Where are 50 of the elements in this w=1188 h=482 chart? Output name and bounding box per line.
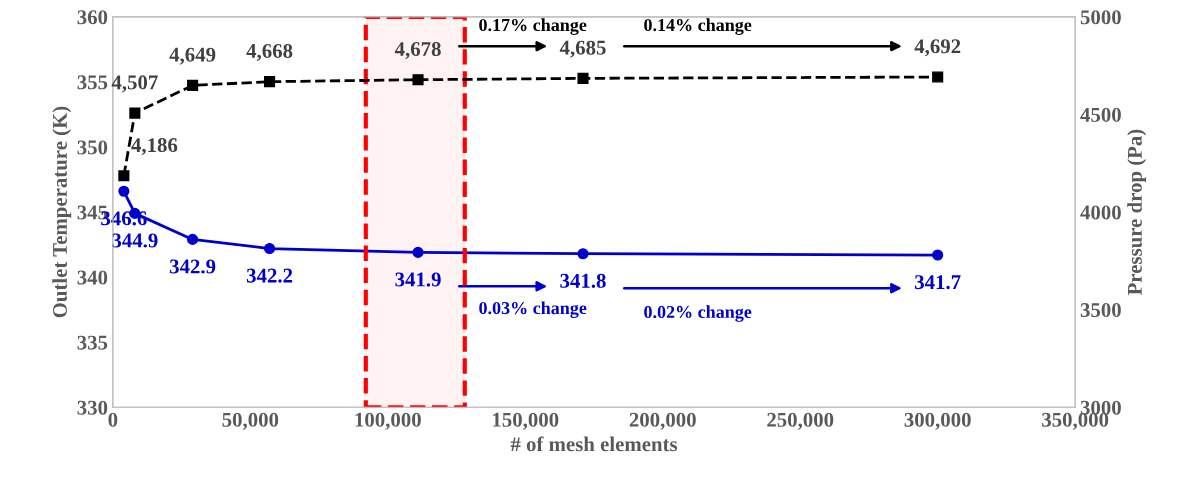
y2-tick-label: 5000 (1080, 10, 1121, 25)
data-label: 341.7 (915, 275, 961, 290)
point (577, 72, 589, 84)
y-tick-label: 335 (77, 335, 108, 350)
data-label: 342.2 (246, 268, 293, 283)
x-tick-label: 150,000 (493, 412, 559, 430)
x-tick-label: 0 (108, 412, 118, 427)
y-tick-label: 330 (77, 400, 108, 415)
data-label: 341.9 (395, 272, 441, 287)
point (187, 79, 199, 91)
data-label: 341.8 (560, 273, 606, 288)
data-label: 342.9 (169, 259, 216, 274)
y2-tick-label: 4000 (1080, 205, 1121, 220)
y-axis-title: Outlet Temperature (K) (52, 106, 72, 318)
data-label: 344.9 (112, 233, 158, 248)
data-label: 4,186 (131, 138, 178, 156)
data-label: 4,685 (559, 40, 606, 58)
point (118, 170, 130, 182)
point (412, 246, 424, 258)
annotation: 0.03% change (479, 301, 587, 318)
data-label: 4,668 (246, 43, 293, 62)
annotation: 0.02% change (644, 305, 752, 322)
y-tick-label: 340 (77, 270, 108, 285)
y2-tick-label: 4500 (1080, 107, 1121, 122)
y2-tick-label: 3500 (1080, 303, 1121, 318)
x-tick-label: 50,000 (222, 412, 279, 430)
annotation: 0.17% change (479, 18, 587, 35)
point (118, 185, 130, 197)
x-tick-label: 300,000 (904, 412, 971, 430)
data-label: 4,692 (914, 39, 961, 57)
x-tick-label: 200,000 (629, 412, 696, 430)
y-tick-label: 350 (77, 140, 108, 155)
point (187, 233, 199, 245)
x-tick-label: 250,000 (767, 412, 834, 430)
data-label: 4,507 (111, 75, 158, 93)
y-tick-label: 360 (77, 10, 108, 25)
point (264, 242, 276, 255)
point (264, 76, 276, 88)
annotation: 0.14% change (644, 18, 752, 35)
point (932, 249, 944, 261)
y2-axis-title: Pressure drop (Pa) (1127, 129, 1147, 296)
y-tick-label: 355 (77, 75, 108, 90)
point (129, 107, 141, 119)
point (932, 71, 944, 83)
point (577, 248, 589, 260)
data-label: 4,678 (394, 41, 441, 60)
point (412, 74, 424, 86)
data-label: 4,649 (169, 47, 216, 65)
x-tick-label: 100,000 (355, 412, 421, 430)
x-axis-title: # of mesh elements (510, 436, 678, 452)
